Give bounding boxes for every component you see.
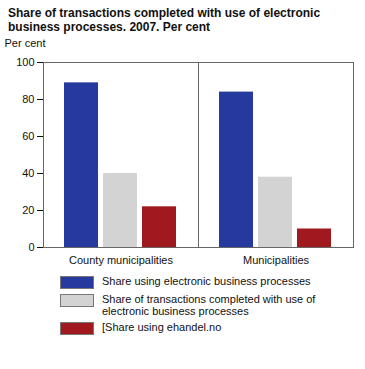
svg-text:60: 60 xyxy=(22,130,34,142)
svg-text:Municipalities: Municipalities xyxy=(243,254,310,266)
svg-text:20: 20 xyxy=(22,204,34,216)
svg-text:County municipalities: County municipalities xyxy=(69,254,173,266)
html-text:Share of transactions complete: Share of transactions completed with use… xyxy=(102,293,316,317)
svg-text:Per cent: Per cent xyxy=(5,37,46,49)
html-text:[Share using ehandel.no: [Share using ehandel.no xyxy=(102,321,222,333)
svg-text:80: 80 xyxy=(22,93,34,105)
html-text:Share using electronic busines: Share using electronic business processe… xyxy=(102,275,311,287)
svg-text:0: 0 xyxy=(28,241,34,253)
html-text:Share of transactions complete: Share of transactions completed with use… xyxy=(8,6,321,34)
svg-text:40: 40 xyxy=(22,167,34,179)
svg-text:100: 100 xyxy=(16,56,34,68)
